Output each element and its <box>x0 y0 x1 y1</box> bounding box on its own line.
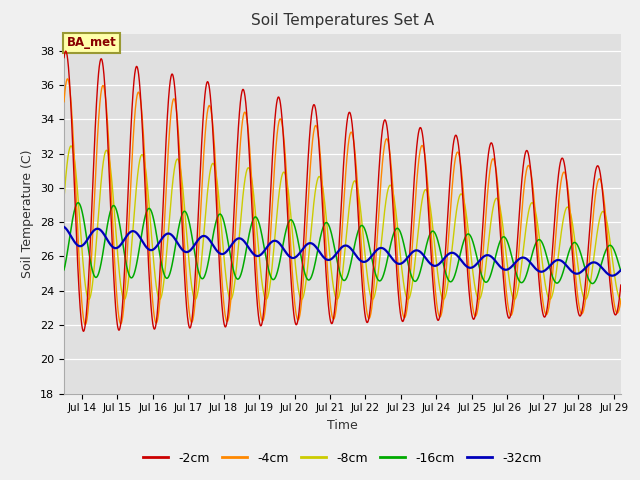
X-axis label: Time: Time <box>327 419 358 432</box>
Legend: -2cm, -4cm, -8cm, -16cm, -32cm: -2cm, -4cm, -8cm, -16cm, -32cm <box>138 447 547 469</box>
Y-axis label: Soil Temperature (C): Soil Temperature (C) <box>22 149 35 278</box>
Text: BA_met: BA_met <box>67 36 116 49</box>
Title: Soil Temperatures Set A: Soil Temperatures Set A <box>251 13 434 28</box>
